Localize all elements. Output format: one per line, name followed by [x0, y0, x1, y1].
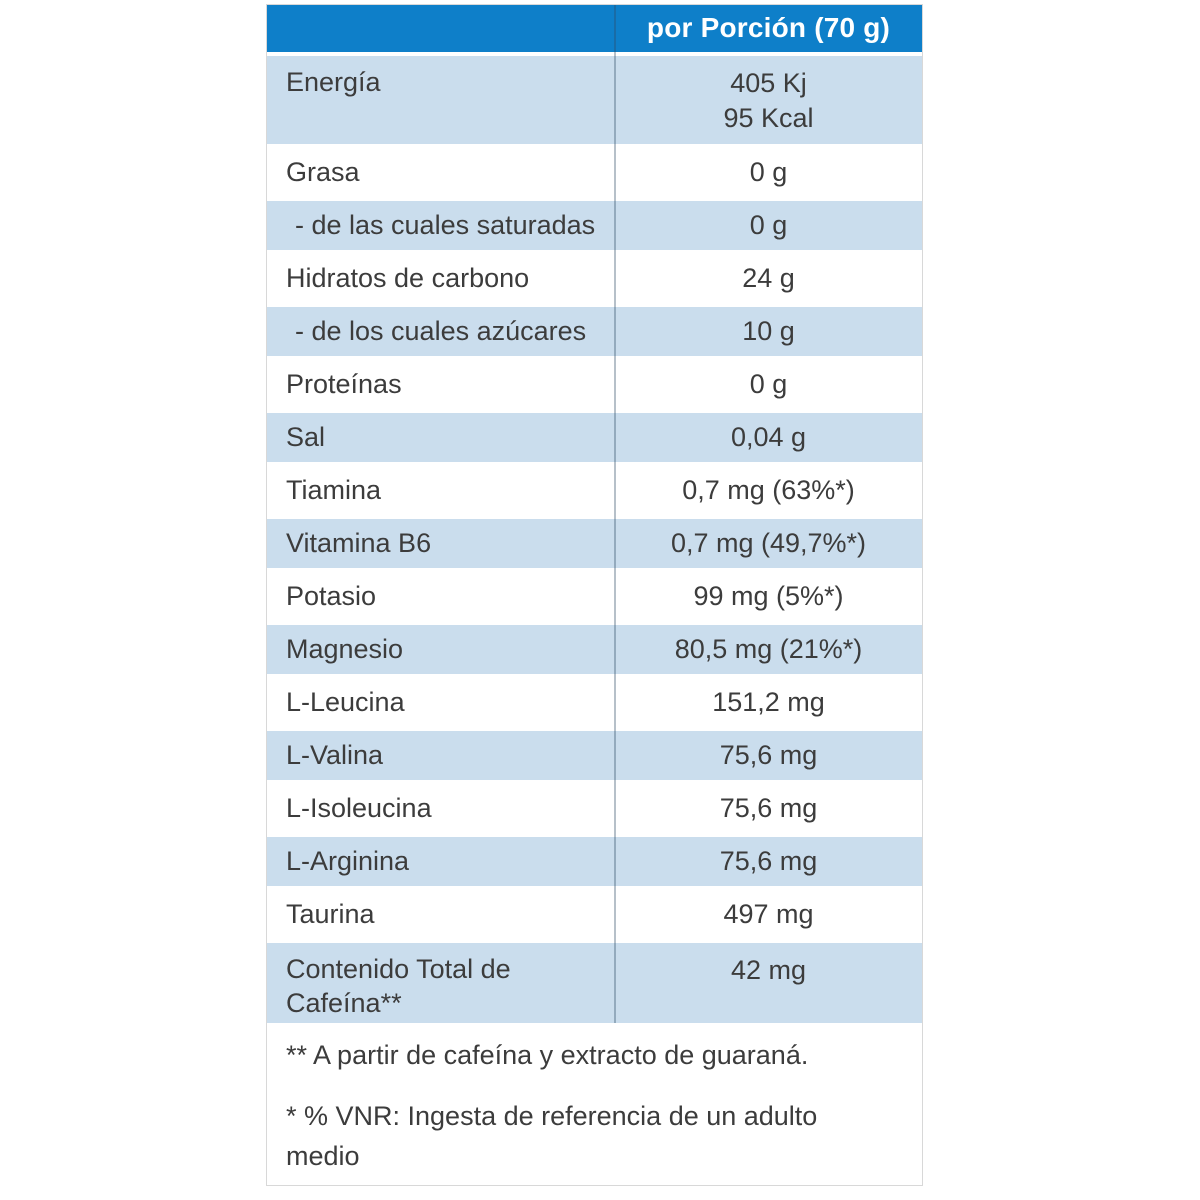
row-value: 75,6 mg: [719, 792, 818, 823]
table-row-potasio: Potasio 99 mg (5%*): [267, 572, 922, 621]
table-row-cafeina: Contenido Total de Cafeína** 42 mg: [267, 943, 922, 1023]
table-row-l-valina: L-Valina 75,6 mg: [267, 731, 922, 780]
row-label: Vitamina B6: [286, 527, 432, 558]
row-value: 0 g: [749, 209, 788, 240]
row-label: Potasio: [286, 580, 377, 611]
row-value: 151,2 mg: [712, 686, 825, 717]
row-label: Proteínas: [286, 368, 402, 399]
row-value: 0,7 mg (49,7%*): [670, 527, 867, 558]
table-row-sal: Sal 0,04 g: [267, 413, 922, 462]
table-row-l-isoleucina: L-Isoleucina 75,6 mg: [267, 784, 922, 833]
row-label: Grasa: [286, 156, 360, 187]
row-value: 42 mg: [730, 955, 807, 985]
row-label: Taurina: [286, 898, 375, 929]
row-value: 80,5 mg (21%*): [674, 633, 863, 664]
row-value: 75,6 mg: [719, 739, 818, 770]
row-value: 0,7 mg (63%*): [682, 474, 855, 505]
row-value: 75,6 mg: [719, 845, 818, 876]
footnote-vnr: * % VNR: Ingesta de referencia de un adu…: [267, 1087, 922, 1185]
row-value: 99 mg (5%*): [693, 580, 844, 611]
row-label: L-Valina: [286, 739, 384, 770]
footnotes-section: ** A partir de cafeína y extracto de gua…: [267, 1027, 922, 1185]
table-row-hidratos: Hidratos de carbono 24 g: [267, 254, 922, 303]
table-header-row: por Porción (70 g): [267, 5, 922, 52]
row-value: 0,04 g: [730, 421, 807, 452]
table-row-proteinas: Proteínas 0 g: [267, 360, 922, 409]
table-row-energia: Energía 405 Kj 95 Kcal: [267, 56, 922, 144]
row-label: L-Leucina: [286, 686, 405, 717]
table-row-azucares: - de los cuales azúcares 10 g: [267, 307, 922, 356]
column-divider: [614, 5, 616, 1023]
table-grid: por Porción (70 g) Energía 405 Kj 95 Kca…: [267, 5, 922, 1023]
table-row-grasa: Grasa 0 g: [267, 148, 922, 197]
row-value: 0 g: [749, 368, 788, 399]
table-row-tiamina: Tiamina 0,7 mg (63%*): [267, 466, 922, 515]
table-row-l-leucina: L-Leucina 151,2 mg: [267, 678, 922, 727]
row-label: Hidratos de carbono: [286, 262, 530, 293]
row-value: 10 g: [742, 315, 795, 346]
row-value: 497 mg: [723, 898, 814, 929]
table-row-taurina: Taurina 497 mg: [267, 890, 922, 939]
row-label: Tiamina: [286, 474, 382, 505]
header-value-cell: por Porción (70 g): [646, 12, 891, 44]
row-value: 24 g: [742, 262, 795, 293]
footnote-guarana: ** A partir de cafeína y extracto de gua…: [267, 1027, 922, 1084]
table-row-l-arginina: L-Arginina 75,6 mg: [267, 837, 922, 886]
row-value: 405 Kj 95 Kcal: [723, 68, 814, 134]
table-row-magnesio: Magnesio 80,5 mg (21%*): [267, 625, 922, 674]
table-row-saturadas: - de las cuales saturadas 0 g: [267, 201, 922, 250]
row-label: Energía: [286, 67, 381, 97]
row-label: L-Arginina: [286, 845, 410, 876]
row-label: - de los cuales azúcares: [295, 315, 587, 346]
nutrition-facts-table: por Porción (70 g) Energía 405 Kj 95 Kca…: [266, 4, 923, 1186]
table-row-vitamina-b6: Vitamina B6 0,7 mg (49,7%*): [267, 519, 922, 568]
header-label-cell: [267, 5, 615, 52]
row-label: Contenido Total de Cafeína**: [286, 954, 511, 1018]
row-label: Sal: [286, 421, 326, 452]
row-label: - de las cuales saturadas: [295, 209, 596, 240]
row-label: L-Isoleucina: [286, 792, 432, 823]
row-label: Magnesio: [286, 633, 404, 664]
row-value: 0 g: [749, 156, 788, 187]
